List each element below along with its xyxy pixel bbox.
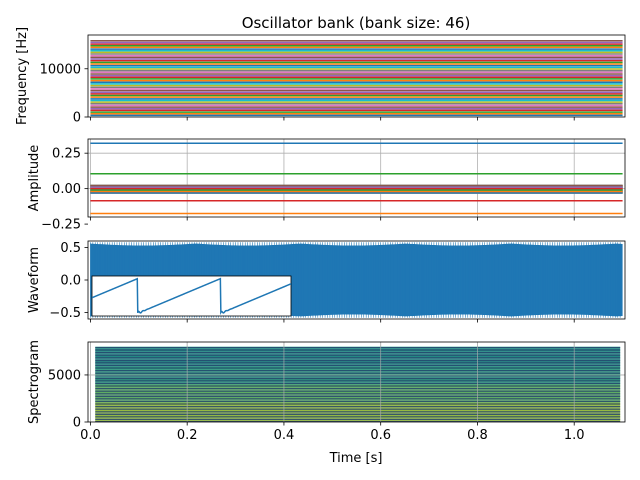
y-axis-label-frequency: Frequency [Hz] (15, 27, 30, 125)
y-tick-label-frequency-1: 10000 (40, 62, 81, 77)
y-tick-label-amplitude-0: 0.25 (52, 147, 81, 162)
axes-frame-amplitude (87, 138, 626, 218)
x-tick-label-5: 1.0 (564, 428, 585, 443)
plot-area-frequency (90, 40, 623, 117)
y-tick-label-spectrogram-0: 0 (73, 416, 81, 431)
waveform-inset-line (92, 277, 291, 316)
panel-spectrogram: 0 5000 0.0 0.2 0.4 0.6 0.8 1.0 Spectrogram (27, 340, 626, 443)
chart-title: Oscillator bank (bank size: 46) (242, 14, 471, 32)
waveform-inset-frame (91, 275, 292, 317)
plot-area-amplitude (88, 139, 625, 217)
x-tick-label-2: 0.4 (274, 428, 295, 443)
y-axis-label-waveform: Waveform (27, 247, 42, 313)
y-tick-label-frequency-0: 0 (73, 111, 81, 126)
plot-area-spectrogram (88, 342, 625, 422)
y-tick-label-spectrogram-1: 5000 (48, 368, 81, 383)
y-tick-label-amplitude-2: −0.25 (41, 218, 81, 233)
panel-amplitude: 0.25 0.00 −0.25 Amplitude (27, 138, 626, 233)
y-tick-label-waveform-2: −0.5 (49, 306, 81, 321)
waveform-inset (92, 277, 291, 316)
y-tick-label-amplitude-1: 0.00 (52, 182, 81, 197)
x-tick-label-1: 0.2 (177, 428, 198, 443)
x-axis-label: Time [s] (329, 451, 383, 466)
panel-frequency: 0 10000 Frequency [Hz] (15, 27, 626, 126)
panel-waveform: 0.5 0.0 −0.5 Waveform (27, 240, 626, 323)
y-tick-label-waveform-1: 0.0 (60, 274, 81, 289)
axes-frame-frequency (87, 34, 626, 118)
y-tick-label-waveform-0: 0.5 (60, 241, 81, 256)
y-axis-label-amplitude: Amplitude (27, 145, 42, 212)
axes-frame-spectrogram (87, 341, 626, 423)
y-axis-label-spectrogram: Spectrogram (27, 340, 42, 424)
x-tick-label-0: 0.0 (80, 428, 101, 443)
x-tick-label-4: 0.8 (467, 428, 488, 443)
x-tick-label-3: 0.6 (370, 428, 391, 443)
